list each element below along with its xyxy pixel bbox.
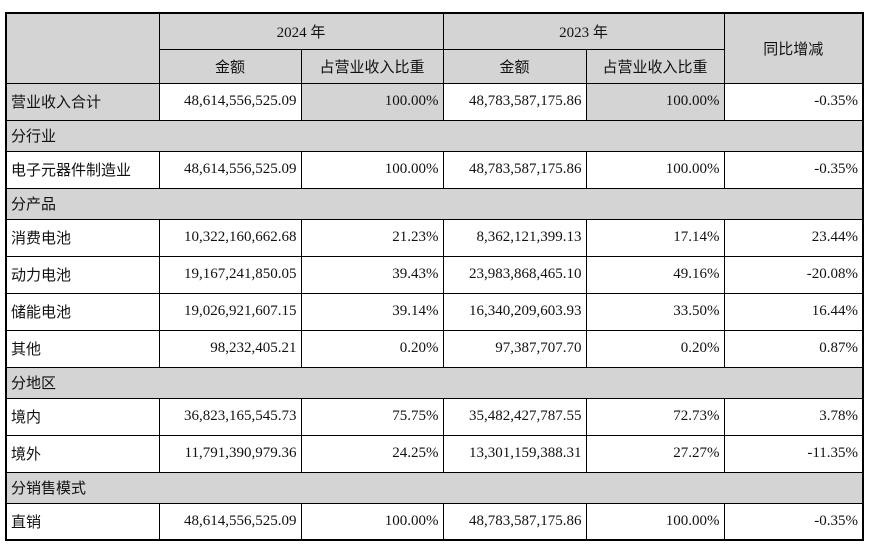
row-label-cell: 动力电池 [5,255,160,294]
yoy-cell: 3.78% [723,397,864,436]
ratio-2023-cell: 0.20% [585,329,725,368]
ratio-2023-cell: 72.73% [585,397,725,436]
section-label: 分行业 [5,119,864,152]
row-label-cell: 境外 [5,434,160,473]
yoy-cell: -0.35% [723,82,864,121]
ratio-2024-cell: 0.20% [300,329,444,368]
amount-2023-cell: 8,362,121,399.13 [442,218,587,257]
header-year-2023: 2023 年 [442,12,725,50]
amount-2024-cell: 19,026,921,607.15 [158,292,302,331]
ratio-2024-cell: 100.00% [300,150,444,189]
ratio-2023-cell: 17.14% [585,218,725,257]
ratio-2023-cell: 49.16% [585,255,725,294]
amount-2024-cell: 11,791,390,979.36 [158,434,302,473]
amount-2024-cell: 48,614,556,525.09 [158,150,302,189]
header-year-2024: 2024 年 [158,12,444,50]
ratio-2024-cell: 100.00% [300,502,444,541]
amount-2023-cell: 13,301,159,388.31 [442,434,587,473]
ratio-2023-cell: 100.00% [585,150,725,189]
amount-2024-cell: 48,614,556,525.09 [158,82,302,121]
yoy-cell: 16.44% [723,292,864,331]
amount-2023-cell: 16,340,209,603.93 [442,292,587,331]
section-label: 分产品 [5,187,864,220]
ratio-2024-cell: 21.23% [300,218,444,257]
ratio-2023-cell: 100.00% [585,502,725,541]
amount-2023-cell: 48,783,587,175.86 [442,150,587,189]
header-amount-2023: 金额 [442,48,587,84]
table-row-overseas: 境外 11,791,390,979.36 24.25% 13,301,159,3… [5,434,864,473]
section-row-by-product: 分产品 [5,187,864,220]
amount-2024-cell: 19,167,241,850.05 [158,255,302,294]
amount-2024-cell: 10,322,160,662.68 [158,218,302,257]
table-row-consumer-battery: 消费电池 10,322,160,662.68 21.23% 8,362,121,… [5,218,864,257]
revenue-breakdown-table: 2024 年 2023 年 同比增减 金额 占营业收入比重 金额 占营业收入比重… [5,12,865,541]
yoy-cell: -0.35% [723,150,864,189]
table-row-total-revenue: 营业收入合计 48,614,556,525.09 100.00% 48,783,… [5,82,864,121]
section-row-by-sales-mode: 分销售模式 [5,471,864,504]
header-row-years: 2024 年 2023 年 同比增减 [5,12,864,84]
header-ratio-2024: 占营业收入比重 [300,48,444,84]
table-row-energy-storage-battery: 储能电池 19,026,921,607.15 39.14% 16,340,209… [5,292,864,331]
row-label-cell: 境内 [5,397,160,436]
amount-2023-cell: 23,983,868,465.10 [442,255,587,294]
amount-2024-cell: 48,614,556,525.09 [158,502,302,541]
ratio-2023-cell: 27.27% [585,434,725,473]
amount-2023-cell: 48,783,587,175.86 [442,502,587,541]
header-amount-2024: 金额 [158,48,302,84]
yoy-cell: 23.44% [723,218,864,257]
section-label: 分地区 [5,366,864,399]
table-row-domestic: 境内 36,823,165,545.73 75.75% 35,482,427,7… [5,397,864,436]
ratio-2024-cell: 75.75% [300,397,444,436]
amount-2024-cell: 36,823,165,545.73 [158,397,302,436]
header-corner-cell [5,12,160,84]
ratio-2023-cell: 33.50% [585,292,725,331]
amount-2023-cell: 35,482,427,787.55 [442,397,587,436]
table-row-other: 其他 98,232,405.21 0.20% 97,387,707.70 0.2… [5,329,864,368]
row-label-cell: 直销 [5,502,160,541]
yoy-cell: -20.08% [723,255,864,294]
table-row-power-battery: 动力电池 19,167,241,850.05 39.43% 23,983,868… [5,255,864,294]
row-label-cell: 电子元器件制造业 [5,150,160,189]
header-yoy: 同比增减 [723,12,864,84]
amount-2023-cell: 48,783,587,175.86 [442,82,587,121]
ratio-2024-cell: 100.00% [300,82,444,121]
ratio-2024-cell: 39.14% [300,292,444,331]
header-ratio-2023: 占营业收入比重 [585,48,725,84]
row-label-cell: 储能电池 [5,292,160,331]
yoy-cell: 0.87% [723,329,864,368]
ratio-2024-cell: 39.43% [300,255,444,294]
row-label-cell: 其他 [5,329,160,368]
table-row-direct-sales: 直销 48,614,556,525.09 100.00% 48,783,587,… [5,502,864,541]
row-label-cell: 营业收入合计 [5,82,160,121]
amount-2024-cell: 98,232,405.21 [158,329,302,368]
ratio-2023-cell: 100.00% [585,82,725,121]
ratio-2024-cell: 24.25% [300,434,444,473]
section-row-by-industry: 分行业 [5,119,864,152]
yoy-cell: -0.35% [723,502,864,541]
header-row-measures: 金额 占营业收入比重 金额 占营业收入比重 [6,48,863,84]
yoy-cell: -11.35% [723,434,864,473]
section-row-by-region: 分地区 [5,366,864,399]
row-label-cell: 消费电池 [5,218,160,257]
table-row-electronics-manufacturing: 电子元器件制造业 48,614,556,525.09 100.00% 48,78… [5,150,864,189]
amount-2023-cell: 97,387,707.70 [442,329,587,368]
section-label: 分销售模式 [5,471,864,504]
